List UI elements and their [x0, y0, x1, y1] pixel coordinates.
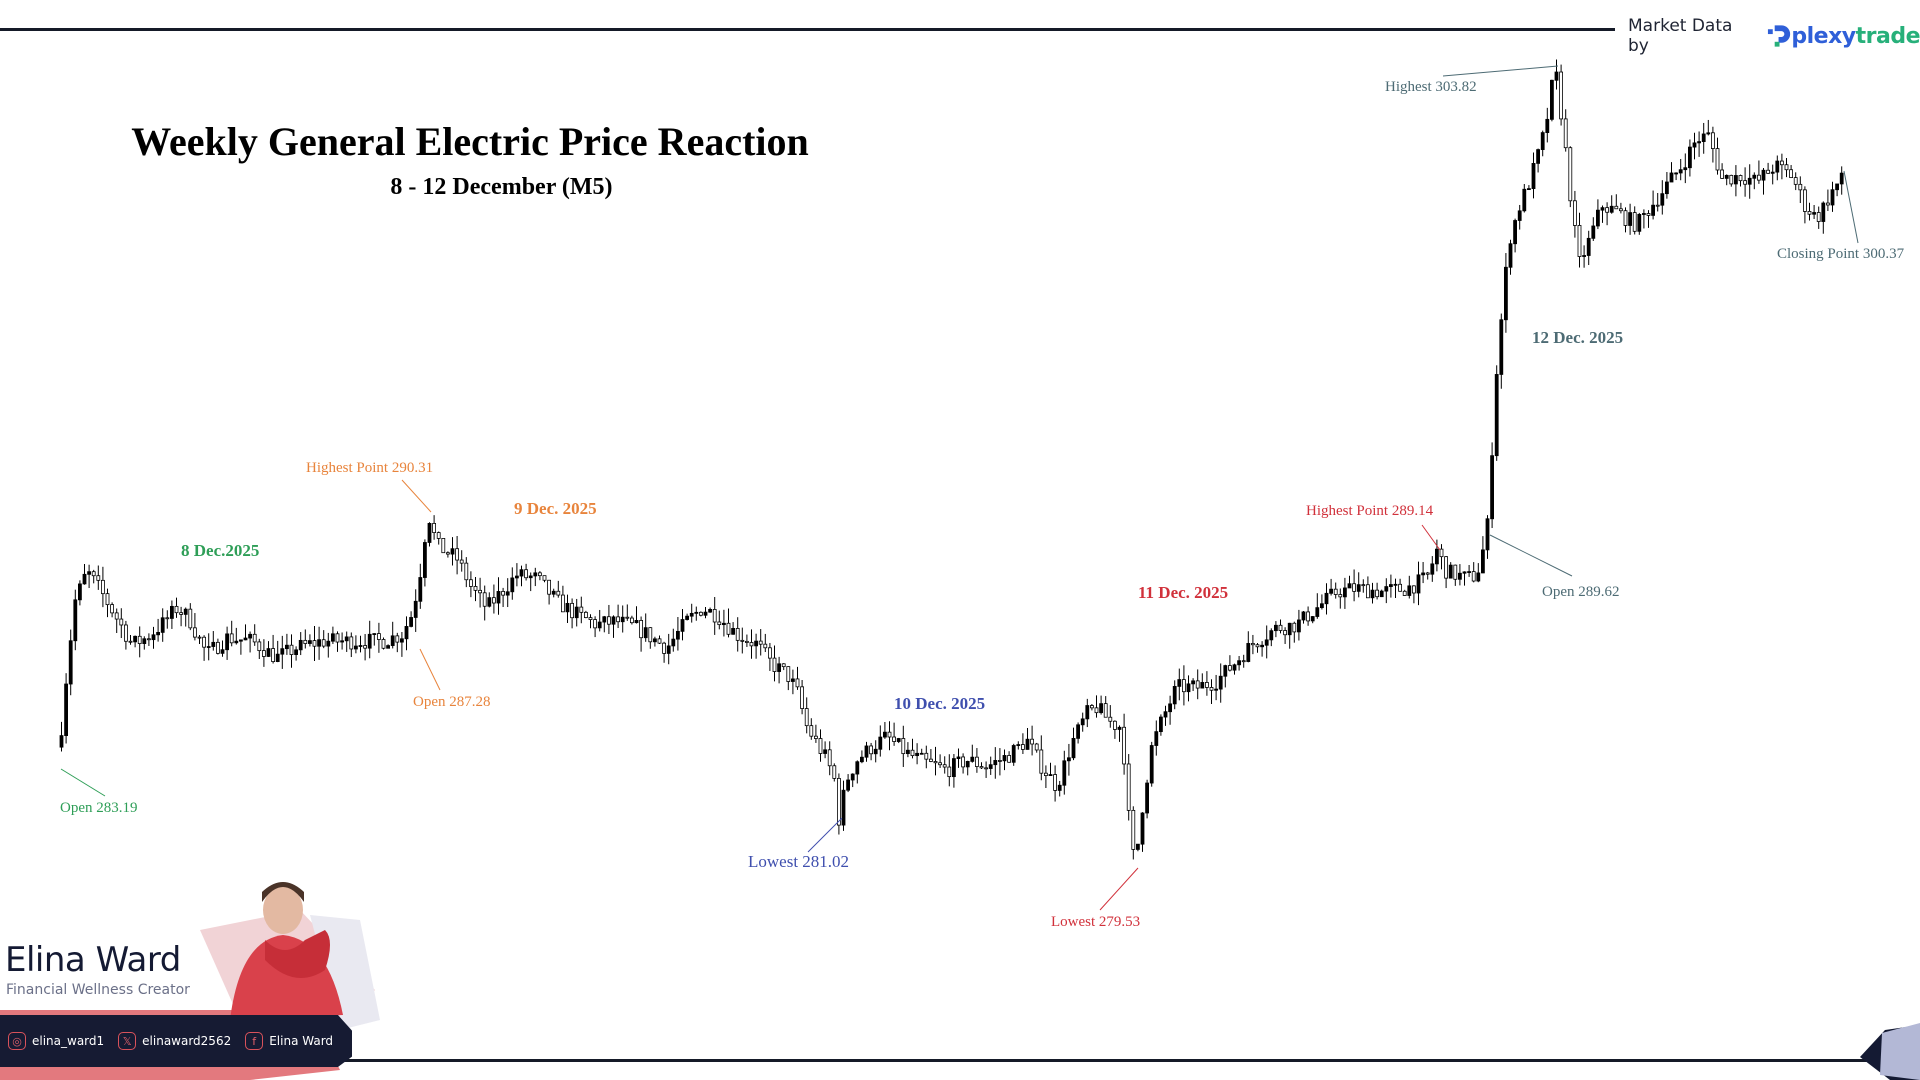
plexytrade-wordmark: plexy trade — [1791, 23, 1920, 49]
annotation-high-12: Highest 303.82 — [1385, 79, 1477, 95]
bottom-rule — [340, 1059, 1870, 1062]
day-label-12: 12 Dec. 2025 — [1532, 328, 1624, 347]
creator-portrait-icon — [230, 882, 343, 1020]
facebook-icon: f — [245, 1032, 264, 1050]
day-label-10: 10 Dec. 2025 — [894, 694, 986, 713]
day-label-8: 8 Dec.2025 — [181, 541, 260, 560]
market-data-credit: Market Data by plexy trade — [1628, 16, 1920, 56]
creator-role: Financial Wellness Creator — [6, 982, 190, 998]
creator-name: Elina Ward — [5, 940, 181, 980]
annotation-open-9: Open 287.28 — [413, 694, 491, 710]
annotation-close-12: Closing Point 300.37 — [1777, 246, 1905, 262]
top-rule — [0, 28, 1615, 31]
annotation-low-10: Lowest 281.02 — [748, 852, 850, 871]
social-links-bar: ◎ elina_ward1 𝕏 elinaward2562 f Elina Wa… — [0, 1015, 352, 1067]
annotation-high-9: Highest Point 290.31 — [306, 460, 434, 476]
instagram-icon: ◎ — [8, 1032, 26, 1050]
annotation-open-12: Open 289.62 — [1542, 584, 1620, 600]
day-label-9: 9 Dec. 2025 — [514, 499, 597, 518]
x-link[interactable]: 𝕏 elinaward2562 — [118, 1032, 231, 1050]
chart-subtitle: 8 - 12 December (M5) — [390, 174, 613, 200]
annotation-high-11: Highest Point 289.14 — [1306, 503, 1434, 519]
chart-title: Weekly General Electric Price Reaction — [131, 119, 809, 164]
annotation-open-8: Open 283.19 — [60, 800, 138, 816]
instagram-link[interactable]: ◎ elina_ward1 — [8, 1032, 104, 1050]
market-data-label: Market Data by — [1628, 16, 1733, 56]
corner-decoration — [1860, 1023, 1920, 1080]
annotation-low-11: Lowest 279.53 — [1051, 914, 1141, 930]
x-icon: 𝕏 — [118, 1032, 137, 1050]
facebook-link[interactable]: f Elina Ward — [245, 1032, 333, 1050]
plexytrade-logo-icon — [1768, 25, 1791, 47]
day-label-11: 11 Dec. 2025 — [1138, 583, 1229, 602]
